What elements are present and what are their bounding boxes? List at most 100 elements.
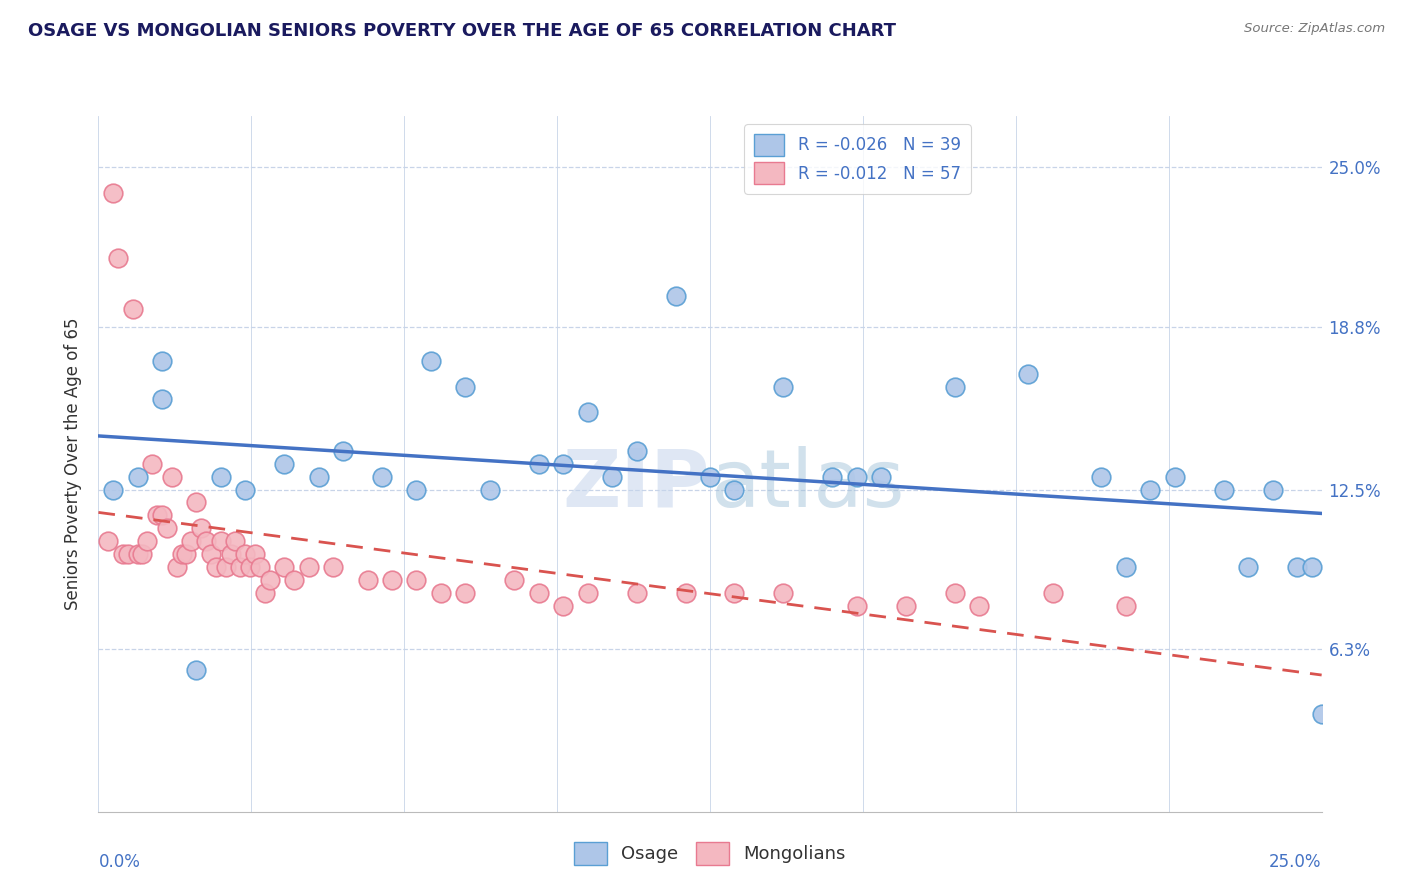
Point xyxy=(723,585,745,599)
Point xyxy=(1139,483,1161,497)
Point xyxy=(195,534,218,549)
Point xyxy=(553,457,575,471)
Point xyxy=(322,560,344,574)
Point xyxy=(160,469,183,483)
Point xyxy=(273,560,295,574)
Point xyxy=(381,573,404,587)
Point xyxy=(967,599,990,613)
Point xyxy=(97,534,120,549)
Point xyxy=(176,547,198,561)
Point xyxy=(121,302,143,317)
Point xyxy=(156,521,179,535)
Point xyxy=(527,585,550,599)
Point xyxy=(180,534,202,549)
Point xyxy=(478,483,501,497)
Point xyxy=(772,585,794,599)
Point xyxy=(1237,560,1260,574)
Point xyxy=(1017,367,1039,381)
Point xyxy=(553,599,575,613)
Point xyxy=(1042,585,1064,599)
Point xyxy=(136,534,159,549)
Point xyxy=(845,469,868,483)
Legend: Osage, Mongolians: Osage, Mongolians xyxy=(567,835,853,872)
Point xyxy=(772,379,794,393)
Point xyxy=(626,585,648,599)
Point xyxy=(243,547,266,561)
Point xyxy=(117,547,139,561)
Point xyxy=(454,379,477,393)
Point xyxy=(845,599,868,613)
Text: Source: ZipAtlas.com: Source: ZipAtlas.com xyxy=(1244,22,1385,36)
Point xyxy=(405,573,427,587)
Point xyxy=(283,573,305,587)
Point xyxy=(150,392,173,407)
Point xyxy=(356,573,378,587)
Point xyxy=(405,483,427,497)
Point xyxy=(420,353,443,368)
Point xyxy=(821,469,844,483)
Point xyxy=(170,547,193,561)
Point xyxy=(209,534,232,549)
Point xyxy=(1310,706,1333,721)
Point xyxy=(273,457,295,471)
Point xyxy=(699,469,721,483)
Point xyxy=(141,457,163,471)
Point xyxy=(200,547,222,561)
Point xyxy=(111,547,134,561)
Point xyxy=(209,469,232,483)
Point xyxy=(454,585,477,599)
Point xyxy=(430,585,453,599)
Point xyxy=(186,663,208,677)
Point xyxy=(503,573,526,587)
Text: 0.0%: 0.0% xyxy=(98,854,141,871)
Text: atlas: atlas xyxy=(710,446,904,524)
Point xyxy=(166,560,188,574)
Point xyxy=(870,469,893,483)
Point xyxy=(1261,483,1284,497)
Point xyxy=(576,585,599,599)
Point xyxy=(1115,599,1137,613)
Text: 25.0%: 25.0% xyxy=(1270,854,1322,871)
Point xyxy=(943,585,966,599)
Text: OSAGE VS MONGOLIAN SENIORS POVERTY OVER THE AGE OF 65 CORRELATION CHART: OSAGE VS MONGOLIAN SENIORS POVERTY OVER … xyxy=(28,22,896,40)
Point xyxy=(205,560,228,574)
Point xyxy=(1301,560,1323,574)
Point xyxy=(233,483,256,497)
Point xyxy=(298,560,321,574)
Y-axis label: Seniors Poverty Over the Age of 65: Seniors Poverty Over the Age of 65 xyxy=(65,318,83,610)
Point xyxy=(1164,469,1187,483)
Point xyxy=(894,599,917,613)
Point xyxy=(576,405,599,419)
Point xyxy=(190,521,212,535)
Point xyxy=(127,469,149,483)
Point xyxy=(259,573,281,587)
Point xyxy=(943,379,966,393)
Point xyxy=(150,508,173,523)
Point xyxy=(233,547,256,561)
Point xyxy=(219,547,242,561)
Point xyxy=(224,534,246,549)
Point xyxy=(249,560,271,574)
Point xyxy=(600,469,623,483)
Point xyxy=(371,469,394,483)
Point xyxy=(626,444,648,458)
Point xyxy=(186,495,208,509)
Point xyxy=(527,457,550,471)
Point xyxy=(229,560,252,574)
Point xyxy=(675,585,697,599)
Point xyxy=(101,483,124,497)
Point xyxy=(107,251,129,265)
Point xyxy=(723,483,745,497)
Point xyxy=(1212,483,1234,497)
Point xyxy=(1115,560,1137,574)
Point xyxy=(150,353,173,368)
Text: ZIP: ZIP xyxy=(562,446,710,524)
Point xyxy=(308,469,330,483)
Point xyxy=(665,289,688,303)
Point xyxy=(214,560,236,574)
Point xyxy=(1286,560,1309,574)
Point xyxy=(101,186,124,201)
Point xyxy=(332,444,354,458)
Point xyxy=(239,560,262,574)
Point xyxy=(146,508,169,523)
